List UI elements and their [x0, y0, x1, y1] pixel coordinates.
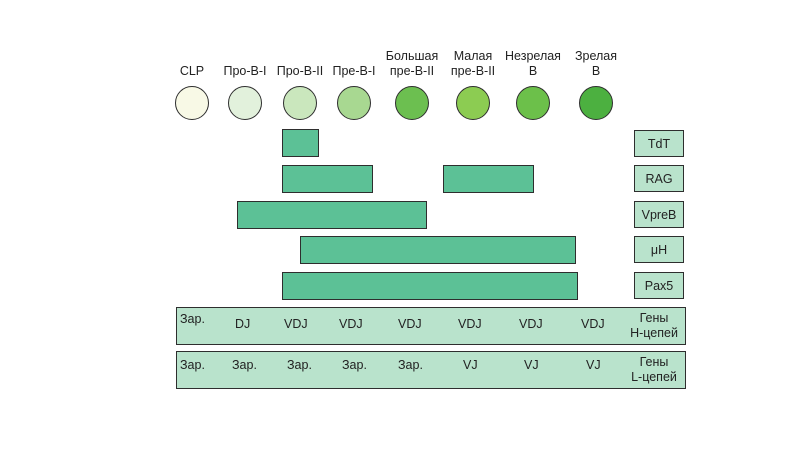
stage-circle-immature-b [516, 86, 550, 120]
h-chain-cell: VDJ [519, 317, 543, 331]
l-chain-cell: Зар. [342, 358, 367, 372]
marker-label-pax5: Pax5 [634, 272, 684, 299]
bar-vpreb [237, 201, 427, 229]
bar-tdt [282, 129, 319, 157]
h-chain-row: Зар. DJ VDJ VDJ VDJ VDJ VDJ VDJ Гены Н-ц… [176, 307, 686, 345]
h-chain-cell: DJ [235, 317, 251, 331]
bar-rag-early [282, 165, 373, 193]
l-chain-cell: Зар. [287, 358, 312, 372]
bar-pax5 [282, 272, 578, 300]
bar-mu-h [300, 236, 576, 264]
stage-circle-large-pre-b-2 [395, 86, 429, 120]
h-chain-cell: VDJ [339, 317, 363, 331]
stage-label-pro-b-1: Про-B-I [223, 64, 267, 78]
h-chain-cell: VDJ [398, 317, 422, 331]
stage-circle-small-pre-b-2 [456, 86, 490, 120]
h-chain-cell: Зар. [180, 312, 205, 326]
stage-label-pre-b-1: Пре-B-I [332, 64, 376, 78]
marker-label-mu-h: μH [634, 236, 684, 263]
stage-circle-mature-b [579, 86, 613, 120]
l-chain-cell: VJ [463, 358, 478, 372]
marker-label-rag: RAG [634, 165, 684, 192]
l-chain-label: Гены L-цепей [631, 355, 677, 384]
l-chain-cell: Зар. [180, 358, 205, 372]
stage-label-pro-b-2: Про-B-II [276, 64, 324, 78]
stage-label-clp: CLP [179, 64, 205, 78]
stage-circle-pro-b-1 [228, 86, 262, 120]
l-chain-cell: VJ [586, 358, 601, 372]
h-chain-cell: VDJ [581, 317, 605, 331]
stage-circle-clp [175, 86, 209, 120]
l-chain-cell: VJ [524, 358, 539, 372]
l-chain-row: Зар. Зар. Зар. Зар. Зар. VJ VJ VJ Гены L… [176, 351, 686, 389]
h-chain-cell: VDJ [458, 317, 482, 331]
bar-rag-late [443, 165, 534, 193]
stage-label-mature-b: Зрелая B [574, 49, 618, 78]
h-chain-label: Гены Н-цепей [630, 311, 678, 340]
marker-label-tdt: TdT [634, 130, 684, 157]
stage-label-immature-b: Незрелая B [505, 49, 561, 78]
stage-circle-pro-b-2 [283, 86, 317, 120]
l-chain-cell: Зар. [398, 358, 423, 372]
l-chain-cell: Зар. [232, 358, 257, 372]
marker-label-vpreb: VpreB [634, 201, 684, 228]
stage-label-large-pre-b-2: Большая пре-B-II [385, 49, 439, 78]
stage-label-small-pre-b-2: Малая пре-B-II [450, 49, 496, 78]
h-chain-cell: VDJ [284, 317, 308, 331]
stage-circle-pre-b-1 [337, 86, 371, 120]
